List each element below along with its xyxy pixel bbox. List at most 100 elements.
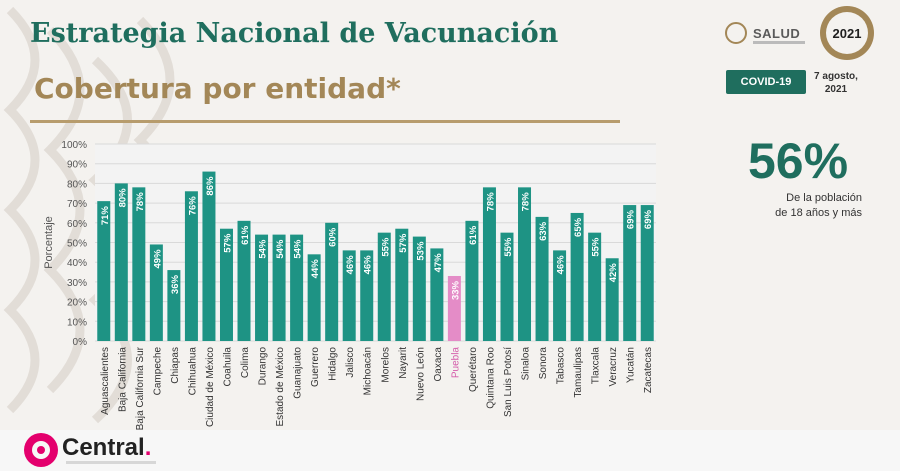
- central-tagline: [66, 461, 156, 464]
- year-2021-logo: 2021: [820, 6, 874, 60]
- bar: [132, 187, 146, 341]
- bar: [184, 191, 198, 341]
- bar-data-label: 78%: [135, 192, 146, 212]
- central-brand: Central.: [62, 434, 151, 462]
- category-tick-label: San Luis Potosí: [503, 347, 514, 417]
- category-tick-label: Puebla: [450, 347, 461, 379]
- bar: [465, 220, 479, 341]
- bar-data-label: 46%: [363, 255, 374, 275]
- bar: [307, 254, 321, 341]
- category-tick-label: Tabasco: [556, 347, 567, 385]
- bar: [640, 205, 654, 341]
- category-tick-label: Estado de México: [275, 347, 286, 427]
- y-tick-label: 50%: [67, 239, 87, 250]
- bar: [97, 201, 111, 341]
- page-title: Estrategia Nacional de Vacunación: [30, 18, 559, 49]
- bar: [360, 250, 374, 341]
- bar: [482, 187, 496, 341]
- bar-data-label: 71%: [100, 206, 111, 226]
- salud-label: SALUD: [753, 25, 801, 41]
- bar: [588, 232, 602, 341]
- bar-data-label: 44%: [310, 259, 321, 279]
- covid-badge: COVID-19: [726, 70, 806, 94]
- bar-data-label: 63%: [538, 221, 549, 241]
- bar-data-label: 78%: [485, 192, 496, 212]
- category-tick-label: Ciudad de México: [205, 347, 216, 427]
- category-tick-label: Quintana Roo: [485, 347, 496, 409]
- category-tick-label: Yucatán: [626, 347, 637, 383]
- y-tick-label: 0%: [73, 337, 88, 348]
- category-tick-label: Durango: [258, 347, 269, 386]
- coverage-bar-chart: 0% 10% 20% 30% 40% 50% 60% 70% 80% 90% 100% Porcent…: [43, 140, 656, 430]
- bar: [325, 222, 339, 341]
- bar: [535, 216, 549, 341]
- page-subtitle: Cobertura por entidad*: [34, 72, 401, 105]
- category-tick-label: Morelos: [380, 347, 391, 383]
- category-tick-label: Guerrero: [310, 347, 321, 387]
- bar-data-label: 55%: [503, 237, 514, 257]
- bar-data-label: 69%: [643, 210, 654, 230]
- category-tick-label: Baja California: [117, 347, 128, 412]
- y-tick-label: 60%: [67, 219, 87, 230]
- bar-data-label: 42%: [608, 263, 619, 283]
- bar-data-label: 46%: [556, 255, 567, 275]
- category-tick-label: Querétaro: [468, 347, 479, 392]
- bar-data-label: 86%: [205, 176, 216, 196]
- category-tick-label: Veracruz: [608, 347, 619, 386]
- category-tick-label: Hidalgo: [328, 347, 339, 381]
- category-tick-label: Sonora: [538, 347, 549, 380]
- bar: [342, 250, 356, 341]
- bar: [570, 212, 584, 341]
- eagle-emblem-icon: [725, 22, 747, 44]
- bar: [219, 228, 233, 341]
- category-tick-label: Michoacán: [363, 347, 374, 395]
- category-tick-label: Zacatecas: [643, 347, 654, 393]
- category-tick-label: Chihuahua: [187, 347, 198, 396]
- bar: [518, 187, 532, 341]
- bar-data-label: 33%: [450, 280, 461, 300]
- y-axis-label: Porcentaje: [43, 216, 55, 269]
- y-tick-label: 100%: [61, 140, 87, 151]
- date-line-1: 7 agosto,: [814, 71, 858, 82]
- bar-data-label: 36%: [170, 275, 181, 295]
- bar: [605, 258, 619, 341]
- bar-data-label: 61%: [468, 225, 479, 245]
- y-tick-label: 70%: [67, 199, 87, 210]
- category-tick-label: Aguascalientes: [100, 347, 111, 415]
- category-tick-label: Chiapas: [170, 347, 181, 384]
- category-tick-label: Guanajuato: [293, 347, 304, 399]
- category-tick-label: Coahuila: [222, 347, 233, 387]
- bar-data-label: 76%: [187, 196, 198, 216]
- category-tick-label: Sinaloa: [521, 347, 532, 381]
- bar-data-label: 78%: [521, 192, 532, 212]
- bar-data-label: 55%: [380, 237, 391, 257]
- bar-data-label: 57%: [398, 233, 409, 253]
- central-brand-name: Central: [62, 434, 145, 461]
- stat-caption-line-1: De la población: [786, 192, 862, 204]
- y-tick-label: 40%: [67, 258, 87, 269]
- footer-bar: [0, 430, 900, 471]
- category-tick-label: Nuevo León: [415, 347, 426, 401]
- category-tick-label: Baja California Sur: [135, 346, 146, 430]
- bar-data-label: 54%: [275, 239, 286, 259]
- stat-caption-line-2: de 18 años y más: [775, 207, 862, 219]
- date-line-2: 2021: [824, 84, 848, 95]
- central-logo-icon: [24, 433, 58, 467]
- bar: [623, 205, 637, 341]
- bar-data-label: 65%: [573, 217, 584, 237]
- bar: [149, 244, 163, 341]
- bar: [255, 234, 269, 341]
- bar: [430, 248, 444, 341]
- category-tick-label: Tamaulipas: [573, 347, 584, 398]
- y-tick-label: 30%: [67, 278, 87, 289]
- bar: [237, 220, 251, 341]
- bar-data-label: 57%: [222, 233, 233, 253]
- bar-data-label: 54%: [258, 239, 269, 259]
- bar: [500, 232, 514, 341]
- salud-logo: SALUD: [725, 20, 800, 46]
- central-brand-dot: .: [144, 434, 152, 461]
- bar: [447, 275, 461, 341]
- bar: [167, 270, 181, 341]
- bar-data-label: 49%: [152, 249, 163, 269]
- bar: [412, 236, 426, 341]
